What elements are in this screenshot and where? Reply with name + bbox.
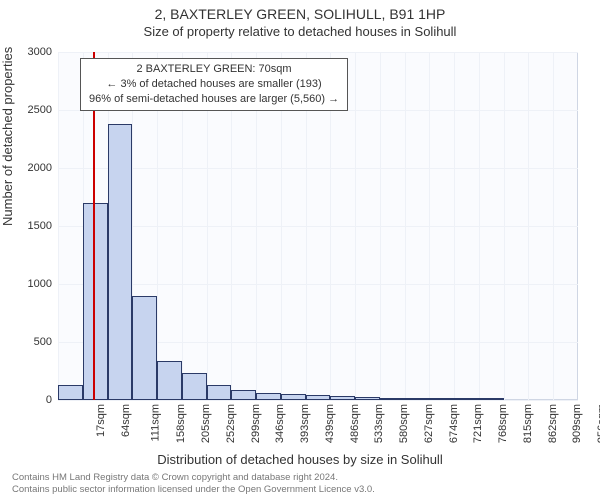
- x-tick-label: 205sqm: [200, 404, 212, 443]
- x-tick-label: 158sqm: [175, 404, 187, 443]
- histogram-bar: [306, 395, 331, 400]
- y-tick-label: 500: [2, 336, 52, 348]
- histogram-bar: [429, 398, 454, 400]
- histogram-bar: [454, 398, 479, 400]
- histogram-bar: [108, 124, 133, 400]
- x-tick-label: 299sqm: [250, 404, 262, 443]
- credits-line-2: Contains public sector information licen…: [12, 484, 375, 496]
- histogram-bar: [256, 393, 281, 400]
- histogram-bar: [330, 396, 355, 400]
- x-tick-label: 674sqm: [448, 404, 460, 443]
- histogram-bar: [207, 385, 232, 400]
- histogram-bar: [58, 385, 83, 400]
- y-gridline: [58, 52, 578, 53]
- x-tick-label: 956sqm: [596, 404, 600, 443]
- x-tick-label: 64sqm: [120, 404, 132, 437]
- histogram-bar: [355, 397, 380, 400]
- y-tick-label: 1000: [2, 278, 52, 290]
- histogram-bar: [231, 390, 256, 400]
- y-tick-label: 1500: [2, 220, 52, 232]
- histogram-bar: [380, 398, 405, 400]
- y-tick-label: 0: [2, 394, 52, 406]
- x-tick-label: 439sqm: [324, 404, 336, 443]
- histogram-bar: [405, 398, 430, 400]
- x-tick-label: 627sqm: [423, 404, 435, 443]
- histogram-bar: [157, 361, 182, 400]
- title-line-2: Size of property relative to detached ho…: [0, 24, 600, 40]
- x-tick-label: 486sqm: [349, 404, 361, 443]
- x-tick-label: 252sqm: [225, 404, 237, 443]
- plot-area: 2 BAXTERLEY GREEN: 70sqm← 3% of detached…: [58, 52, 578, 400]
- x-tick-label: 580sqm: [398, 404, 410, 443]
- credits-block: Contains HM Land Registry data © Crown c…: [12, 472, 375, 496]
- credits-line-1: Contains HM Land Registry data © Crown c…: [12, 472, 375, 484]
- x-tick-label: 17sqm: [95, 404, 107, 437]
- annotation-line: ← 3% of detached houses are smaller (193…: [89, 77, 339, 92]
- histogram-bar: [132, 296, 157, 400]
- y-gridline: [58, 284, 578, 285]
- y-tick-label: 2500: [2, 104, 52, 116]
- x-tick-label: 862sqm: [547, 404, 559, 443]
- x-tick-label: 768sqm: [497, 404, 509, 443]
- y-gridline: [58, 226, 578, 227]
- annotation-box: 2 BAXTERLEY GREEN: 70sqm← 3% of detached…: [80, 58, 348, 111]
- x-tick-label: 533sqm: [374, 404, 386, 443]
- title-line-1: 2, BAXTERLEY GREEN, SOLIHULL, B91 1HP: [0, 6, 600, 24]
- x-tick-label: 909sqm: [572, 404, 584, 443]
- x-tick-label: 346sqm: [274, 404, 286, 443]
- y-gridline: [58, 168, 578, 169]
- y-tick-label: 3000: [2, 46, 52, 58]
- y-tick-label: 2000: [2, 162, 52, 174]
- chart-titles: 2, BAXTERLEY GREEN, SOLIHULL, B91 1HP Si…: [0, 0, 600, 40]
- annotation-line: 2 BAXTERLEY GREEN: 70sqm: [89, 62, 339, 77]
- y-gridline: [58, 400, 578, 401]
- histogram-bar: [479, 398, 504, 400]
- annotation-line: 96% of semi-detached houses are larger (…: [89, 92, 339, 107]
- y-axis-title: Number of detached properties: [0, 47, 15, 226]
- histogram-bar: [281, 394, 306, 400]
- x-tick-label: 393sqm: [299, 404, 311, 443]
- x-tick-label: 111sqm: [149, 404, 161, 442]
- x-tick-label: 815sqm: [522, 404, 534, 443]
- histogram-bar: [182, 373, 207, 400]
- x-axis-title: Distribution of detached houses by size …: [0, 452, 600, 467]
- x-tick-label: 721sqm: [473, 404, 485, 443]
- chart-container: 2, BAXTERLEY GREEN, SOLIHULL, B91 1HP Si…: [0, 0, 600, 500]
